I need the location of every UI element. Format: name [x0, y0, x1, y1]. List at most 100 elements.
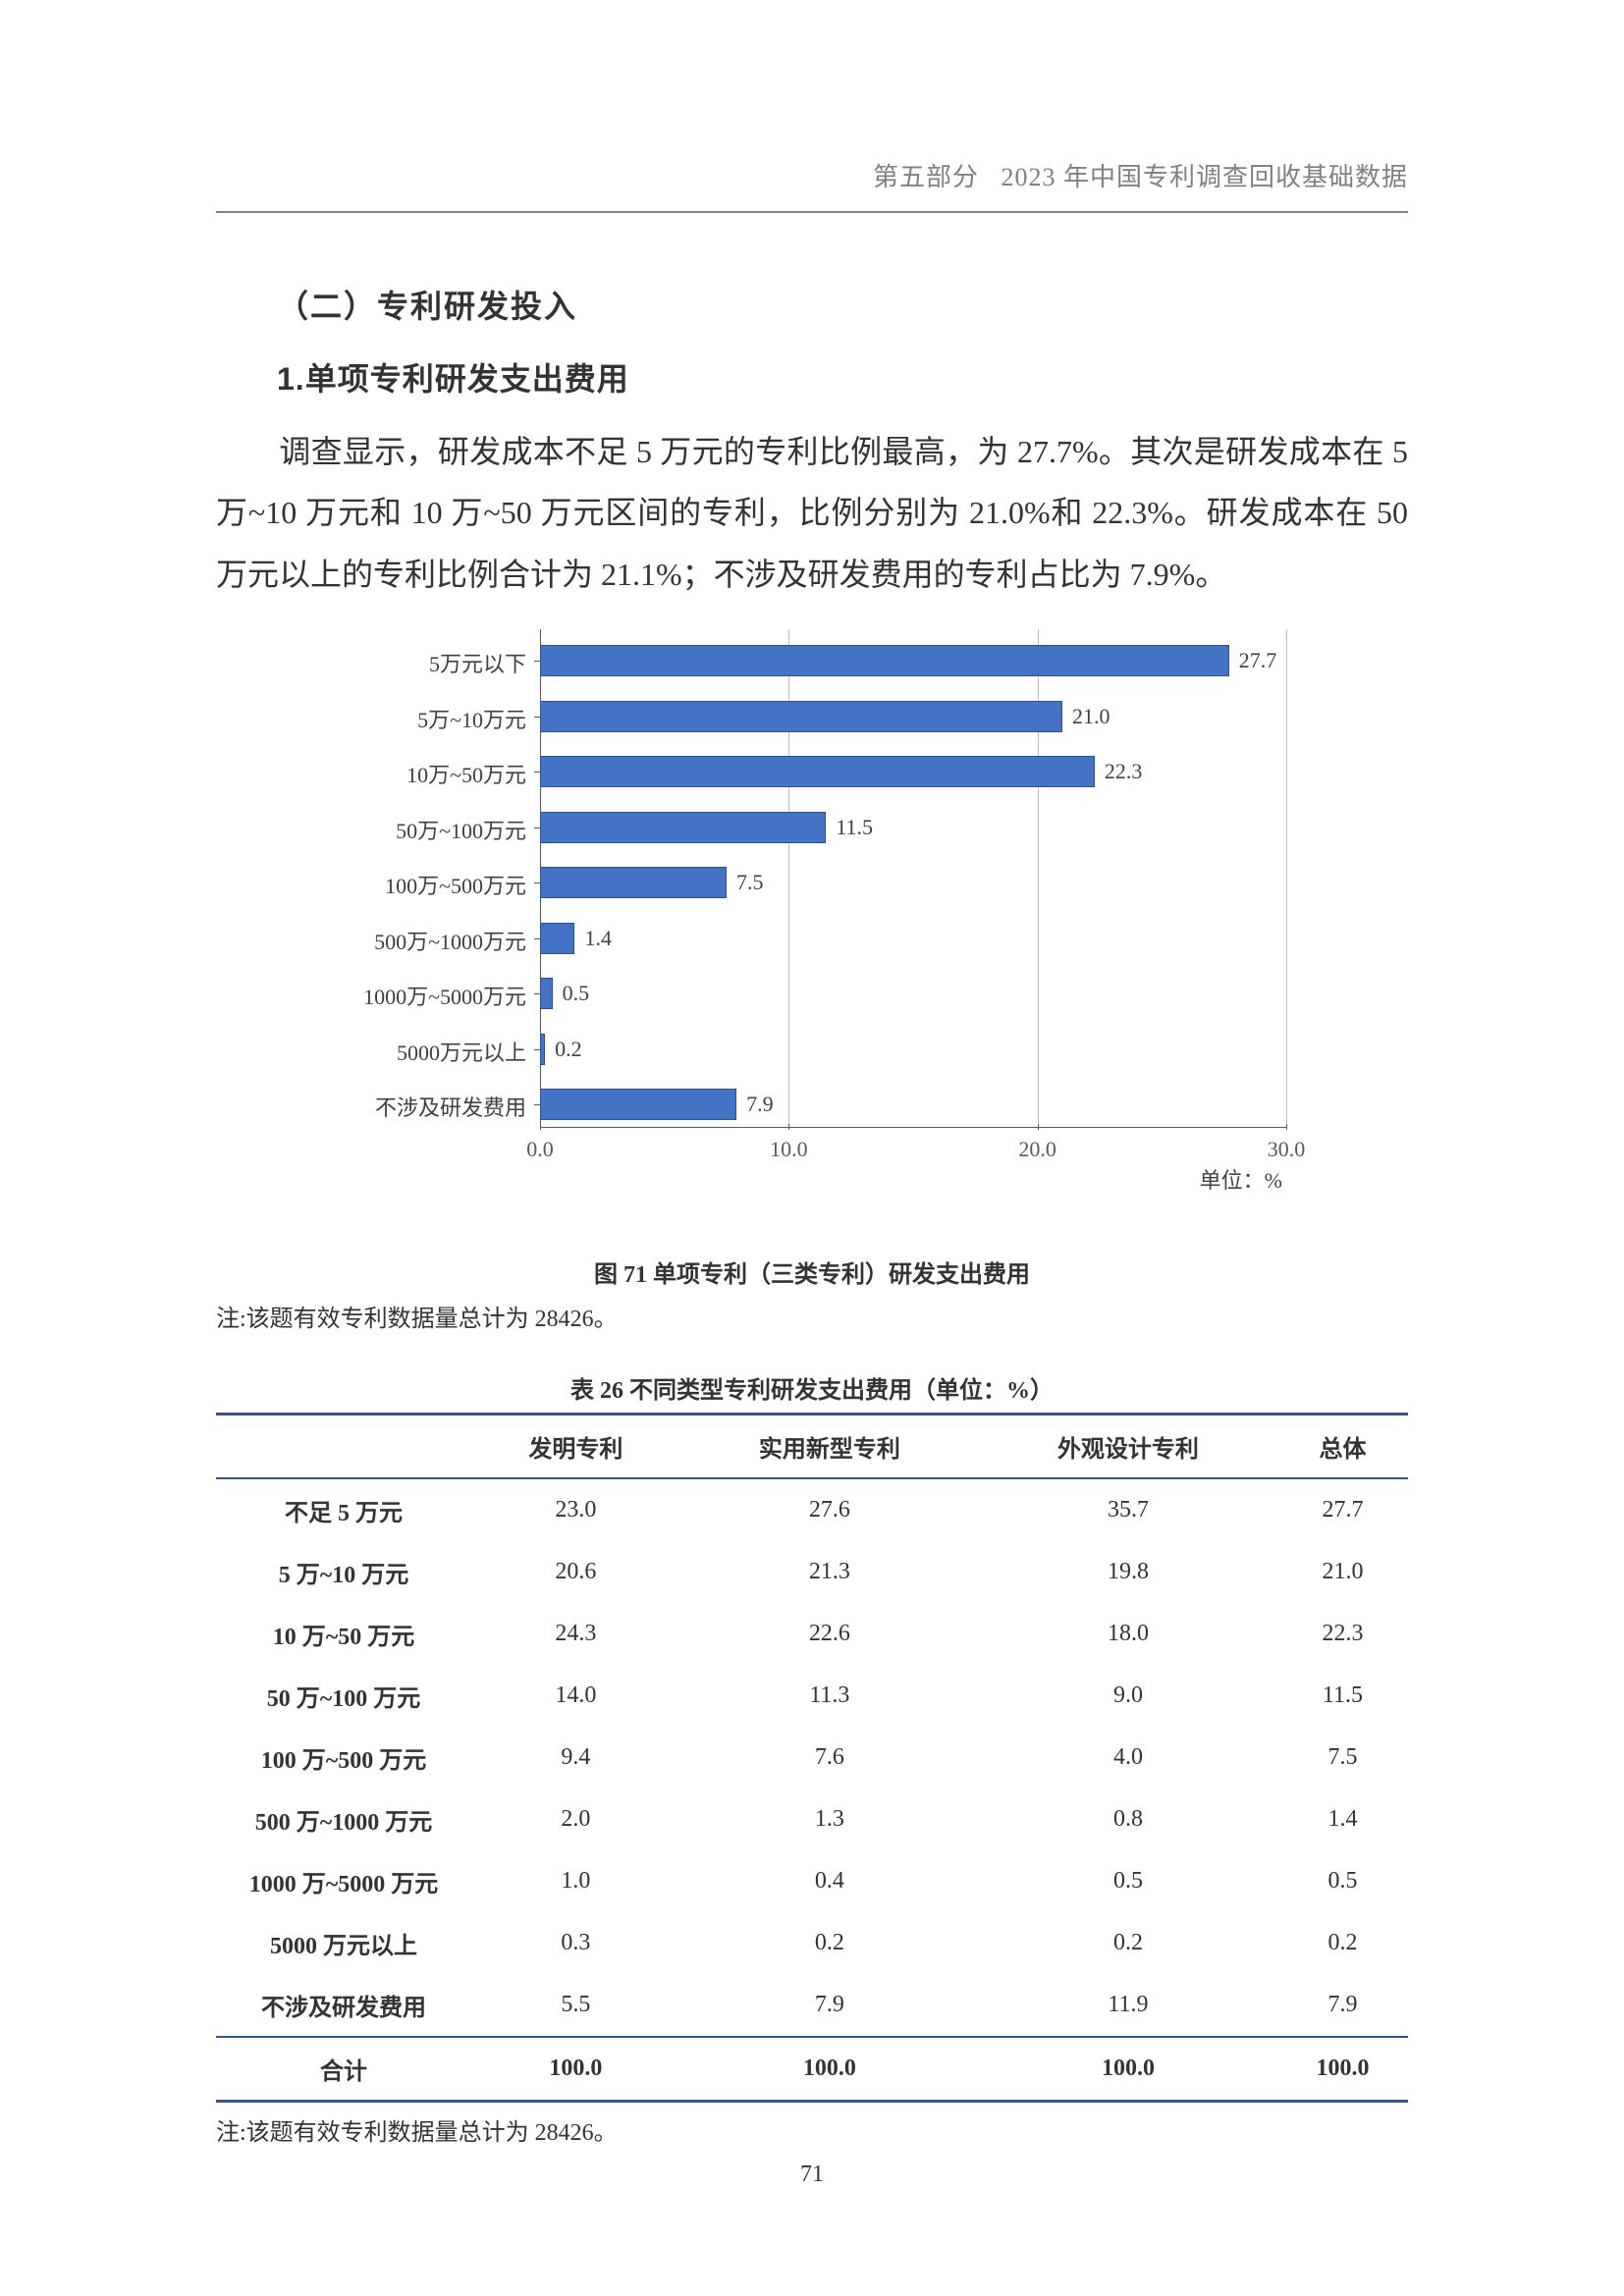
table-note: 注:该题有效专利数据量总计为 28426。 — [216, 2112, 1408, 2147]
row-header: 50 万~100 万元 — [216, 1665, 471, 1727]
bar — [540, 978, 553, 1009]
bar-row: 21.05万~10万元 — [540, 701, 1286, 732]
bar-row: 27.75万元以下 — [540, 645, 1286, 676]
chart-note: 注:该题有效专利数据量总计为 28426。 — [216, 1299, 1408, 1333]
table-cell: 0.2 — [979, 1912, 1277, 1974]
bar-chart: 单位：% 0.010.020.030.027.75万元以下21.05万~10万元… — [216, 614, 1408, 1333]
table-body: 不足 5 万元23.027.635.727.75 万~10 万元20.621.3… — [216, 1478, 1408, 2102]
bar-category-label: 5000万元以上 — [397, 1036, 526, 1067]
paragraph-text: 调查显示，研发成本不足 5 万元的专利比例最高，为 27.7%。其次是研发成本在… — [216, 434, 1408, 592]
bar — [540, 923, 574, 954]
bar-category-label: 1000万~5000万元 — [363, 980, 526, 1011]
page-number: 71 — [0, 2162, 1624, 2188]
table-cell: 0.5 — [1277, 1850, 1408, 1912]
x-tick — [1286, 1124, 1287, 1130]
table-cell: 20.6 — [471, 1541, 680, 1603]
table-cell: 22.6 — [680, 1603, 979, 1665]
table-caption: 表 26 不同类型专利研发支出费用（单位：%） — [216, 1370, 1408, 1405]
table-cell: 7.9 — [1277, 1974, 1408, 2037]
table-cell: 5.5 — [471, 1974, 680, 2037]
x-tick-label: 10.0 — [770, 1137, 808, 1162]
row-header: 100 万~500 万元 — [216, 1727, 471, 1789]
table-cell: 100.0 — [979, 2037, 1277, 2102]
table-cell: 0.3 — [471, 1912, 680, 1974]
table-cell: 2.0 — [471, 1789, 680, 1850]
bar — [540, 701, 1062, 732]
x-tick — [1038, 1124, 1039, 1130]
x-axis — [540, 1127, 1286, 1128]
table-cell: 1.4 — [1277, 1789, 1408, 1850]
x-tick — [540, 1124, 541, 1130]
table-cell: 23.0 — [471, 1478, 680, 1541]
bar — [540, 812, 826, 843]
bar-category-label: 100万~500万元 — [385, 869, 526, 900]
header-section: 第五部分 — [873, 163, 979, 191]
row-header: 不足 5 万元 — [216, 1478, 471, 1541]
bar-value-label: 0.5 — [563, 981, 590, 1006]
table-cell: 11.9 — [979, 1974, 1277, 2037]
bar-row: 7.5100万~500万元 — [540, 867, 1286, 898]
table-cell: 35.7 — [979, 1478, 1277, 1541]
bar-category-label: 5万~10万元 — [417, 703, 526, 734]
bar — [540, 645, 1229, 676]
table-column-header — [216, 1415, 471, 1479]
bar-category-label: 50万~100万元 — [396, 814, 526, 845]
table-cell: 7.9 — [680, 1974, 979, 2037]
data-table: 发明专利实用新型专利外观设计专利总体 不足 5 万元23.027.635.727… — [216, 1413, 1408, 2103]
body-paragraph: 调查显示，研发成本不足 5 万元的专利比例最高，为 27.7%。其次是研发成本在… — [216, 421, 1408, 605]
table-column-header: 发明专利 — [471, 1415, 680, 1479]
bar — [540, 756, 1095, 787]
table-row: 不涉及研发费用5.57.911.97.9 — [216, 1974, 1408, 2037]
bar-value-label: 7.5 — [736, 870, 764, 895]
table-cell: 11.5 — [1277, 1665, 1408, 1727]
table-cell: 27.6 — [680, 1478, 979, 1541]
gridline — [1286, 629, 1287, 1128]
table-cell: 0.2 — [680, 1912, 979, 1974]
table-cell: 24.3 — [471, 1603, 680, 1665]
bar — [540, 867, 727, 898]
bar-value-label: 7.9 — [746, 1092, 774, 1117]
table-column-header: 外观设计专利 — [979, 1415, 1277, 1479]
table-row: 10 万~50 万元24.322.618.022.3 — [216, 1603, 1408, 1665]
table-cell: 19.8 — [979, 1541, 1277, 1603]
row-header: 5 万~10 万元 — [216, 1541, 471, 1603]
table-column-header: 实用新型专利 — [680, 1415, 979, 1479]
table-cell: 22.3 — [1277, 1603, 1408, 1665]
bar-category-label: 10万~50万元 — [406, 758, 526, 789]
bar-row: 11.550万~100万元 — [540, 812, 1286, 843]
bar-value-label: 11.5 — [836, 815, 873, 840]
row-header: 5000 万元以上 — [216, 1912, 471, 1974]
x-tick — [788, 1124, 789, 1130]
table-cell: 9.4 — [471, 1727, 680, 1789]
row-header: 不涉及研发费用 — [216, 1974, 471, 2037]
table-cell: 1.0 — [471, 1850, 680, 1912]
table-cell: 1.3 — [680, 1789, 979, 1850]
table-cell: 21.0 — [1277, 1541, 1408, 1603]
table-cell: 18.0 — [979, 1603, 1277, 1665]
table-cell: 11.3 — [680, 1665, 979, 1727]
row-header: 10 万~50 万元 — [216, 1603, 471, 1665]
bar-value-label: 0.2 — [555, 1037, 582, 1062]
bar-category-label: 500万~1000万元 — [374, 925, 526, 956]
bar-value-label: 21.0 — [1072, 704, 1110, 729]
row-header: 1000 万~5000 万元 — [216, 1850, 471, 1912]
chart-unit-label: 单位：% — [1200, 1163, 1282, 1195]
chart-plot-area: 单位：% 0.010.020.030.027.75万元以下21.05万~10万元… — [540, 629, 1286, 1167]
table-total-row: 合计100.0100.0100.0100.0 — [216, 2037, 1408, 2102]
table-cell: 27.7 — [1277, 1478, 1408, 1541]
table-cell: 0.5 — [979, 1850, 1277, 1912]
x-tick-label: 0.0 — [526, 1137, 554, 1162]
table-header-row: 发明专利实用新型专利外观设计专利总体 — [216, 1415, 1408, 1479]
heading-level-3: 1.单项专利研发支出费用 — [277, 354, 1408, 400]
table-row: 500 万~1000 万元2.01.30.81.4 — [216, 1789, 1408, 1850]
table-row: 5 万~10 万元20.621.319.821.0 — [216, 1541, 1408, 1603]
table-cell: 100.0 — [471, 2037, 680, 2102]
x-tick-label: 20.0 — [1018, 1137, 1056, 1162]
bar-row: 0.25000万元以上 — [540, 1034, 1286, 1065]
table-cell: 7.5 — [1277, 1727, 1408, 1789]
table-cell: 0.8 — [979, 1789, 1277, 1850]
bar — [540, 1089, 736, 1120]
table-row: 50 万~100 万元14.011.39.011.5 — [216, 1665, 1408, 1727]
table-cell: 4.0 — [979, 1727, 1277, 1789]
table-row: 100 万~500 万元9.47.64.07.5 — [216, 1727, 1408, 1789]
